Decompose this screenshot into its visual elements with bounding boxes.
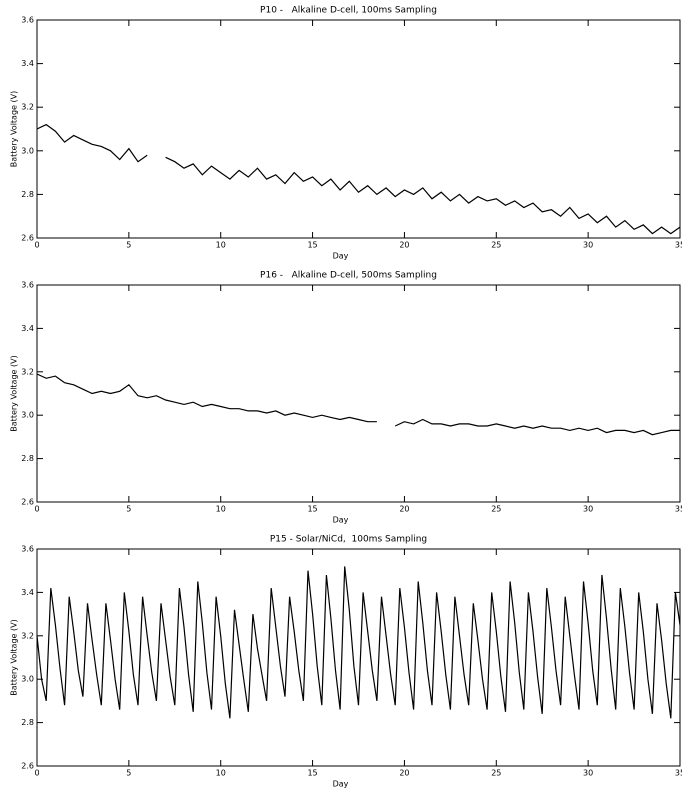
y-tick-label: 2.8 — [21, 718, 34, 727]
x-tick-label: 10 — [216, 505, 226, 514]
y-tick-label: 3.4 — [21, 59, 34, 68]
x-tick-label: 30 — [583, 505, 593, 514]
x-tick-label: 15 — [307, 241, 317, 250]
x-tick-label: 5 — [126, 241, 131, 250]
x-tick-label: 15 — [307, 769, 317, 778]
plot-frame — [36, 19, 681, 239]
y-tick-label: 2.6 — [21, 234, 34, 243]
y-tick-label: 3.2 — [21, 367, 34, 376]
x-tick-label: 20 — [399, 769, 409, 778]
y-axis-label: Battery Voltage (V) — [10, 91, 19, 167]
y-axis-label: Battery Voltage (V) — [10, 619, 19, 695]
x-tick-label: 30 — [583, 769, 593, 778]
x-tick-label: 20 — [399, 505, 409, 514]
x-tick-label: 25 — [491, 769, 501, 778]
plot-frame — [36, 548, 681, 767]
chart-title: P10 - Alkaline D-cell, 100ms Sampling — [260, 6, 437, 16]
data-line — [36, 566, 681, 719]
y-tick-label: 3.4 — [21, 588, 34, 597]
chart-title: P15 - Solar/NiCd, 100ms Sampling — [270, 535, 427, 545]
y-tick-label: 2.6 — [21, 498, 34, 507]
y-tick-label: 3.0 — [21, 146, 34, 155]
x-tick-label: 10 — [216, 769, 226, 778]
x-tick-label: 5 — [126, 505, 131, 514]
x-tick-label: 0 — [34, 505, 39, 514]
x-tick-label: 15 — [307, 505, 317, 514]
y-axis-label: Battery Voltage (V) — [10, 355, 19, 431]
y-tick-label: 3.2 — [21, 103, 34, 112]
x-axis-label: Day — [333, 252, 349, 261]
x-tick-label: 0 — [34, 769, 39, 778]
x-tick-label: 25 — [491, 505, 501, 514]
y-tick-label: 2.6 — [21, 762, 34, 771]
y-tick-label: 2.8 — [21, 454, 34, 463]
x-tick-label: 10 — [216, 241, 226, 250]
x-axis-label: Day — [333, 780, 349, 788]
x-tick-label: 0 — [34, 241, 39, 250]
x-tick-label: 30 — [583, 241, 593, 250]
y-tick-label: 2.8 — [21, 190, 34, 199]
y-tick-label: 3.0 — [21, 675, 34, 684]
y-tick-label: 3.6 — [21, 545, 34, 554]
x-tick-label: 20 — [399, 241, 409, 250]
y-tick-label: 3.6 — [21, 281, 34, 290]
plot-frame — [36, 284, 681, 503]
x-tick-label: 35 — [675, 769, 682, 778]
x-axis-label: Day — [333, 516, 349, 525]
x-tick-label: 25 — [491, 241, 501, 250]
y-tick-label: 3.6 — [21, 16, 34, 25]
y-tick-label: 3.2 — [21, 631, 34, 640]
y-tick-label: 3.4 — [21, 324, 34, 333]
x-tick-label: 35 — [675, 241, 682, 250]
x-tick-label: 5 — [126, 769, 131, 778]
data-line — [36, 123, 681, 235]
y-tick-label: 3.0 — [21, 411, 34, 420]
chart-title: P16 - Alkaline D-cell, 500ms Sampling — [260, 271, 437, 281]
data-line — [36, 373, 680, 436]
x-tick-label: 35 — [675, 505, 682, 514]
